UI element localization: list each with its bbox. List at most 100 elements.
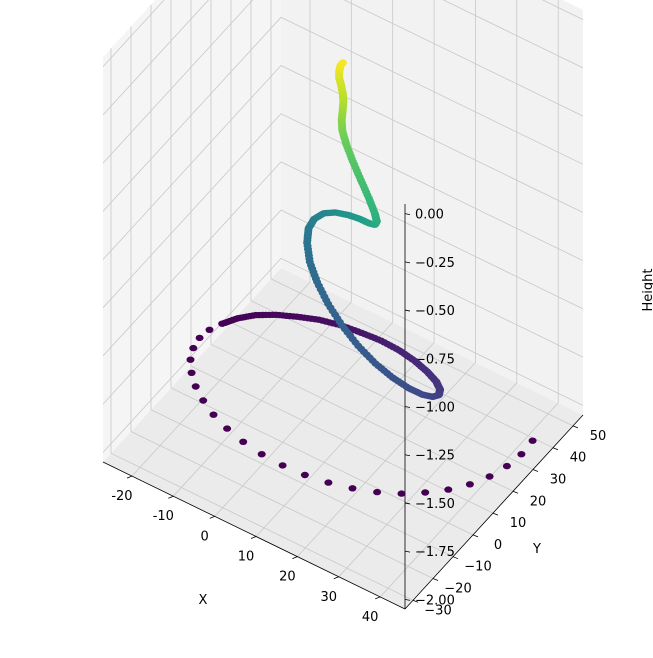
y-tick [552,447,559,451]
x-tick-label: 40 [362,610,379,625]
data-point [223,425,232,432]
y-tick [572,425,579,429]
x-tick [126,475,133,479]
data-point [186,356,195,363]
data-point [257,451,266,458]
data-points [186,59,537,497]
y-tick [512,490,519,494]
x-tick [375,596,381,600]
grid-line-x [379,0,559,598]
y-tick-label: 20 [530,494,547,509]
z-tick [404,598,411,601]
grid-line-z [102,0,584,116]
x-tick-label: -10 [153,509,174,524]
grid-line-y [190,0,494,514]
data-point [373,488,382,496]
grid-line-x [255,0,435,537]
z-tick [404,213,411,216]
x-tick [292,556,298,560]
y-tick-label: 10 [510,516,527,531]
grid-line-y [250,0,554,449]
axis-panes [103,0,583,609]
y-tick-label: −10 [464,560,491,575]
y-tick [412,599,419,603]
z-tick-label: −1.75 [415,545,455,560]
y-tick [492,512,499,516]
grid-line-z [102,0,584,67]
z-tick [404,406,411,408]
x-tick-label: 20 [279,570,296,585]
data-point [300,471,309,479]
z-tick-label: −1.25 [415,449,455,464]
grid-line-x [214,0,394,517]
z-tick [404,502,411,505]
grid-line-z [102,209,584,405]
grid-line-y [170,0,474,536]
data-point [528,437,537,444]
grid-line-z [102,161,584,357]
x-tick [168,495,174,499]
floor-pane [103,268,583,609]
grid-line-z [102,257,584,453]
data-point [421,489,430,496]
data-point [187,369,196,376]
z-tick-label: −1.00 [415,401,455,416]
x-tick [250,536,257,539]
x-tick [209,515,215,519]
grid-lines [102,0,584,601]
y-tick-label: 50 [590,429,607,444]
data-point [239,438,248,445]
data-point [397,490,406,497]
back-wall-pane [281,0,583,415]
data-point [205,326,214,333]
grid-line-x [173,0,352,497]
data-point [278,462,287,469]
grid-line-x [338,0,518,578]
data-point [444,486,453,493]
grid-line-x [131,0,311,477]
grid-line-y [110,48,414,601]
z-tick-label: −0.25 [415,256,455,271]
data-point [517,451,526,458]
x-tick-label: 30 [321,590,338,605]
y-tick [472,534,479,538]
x-tick-label: -20 [111,489,132,504]
x-tick [333,576,339,580]
data-point [189,344,198,352]
left-wall-pane [103,0,281,462]
data-point [348,485,357,492]
grid-line-y [270,0,574,427]
z-tick-label: −0.50 [415,304,455,319]
z-tick-label: −1.50 [415,497,455,512]
data-point [191,383,200,390]
grid-line-x [297,0,476,557]
z-axis-label: Height [641,269,653,312]
x-axis-line [102,461,406,610]
data-point [502,462,511,470]
z-tick [404,261,411,264]
data-point [195,334,204,342]
y-axis-label: Y [532,542,541,557]
grid-line-y [150,4,454,558]
y-tick [452,556,459,560]
y-tick-label: 30 [550,472,567,487]
x-tick-label: 0 [201,529,209,544]
z-tick [404,550,411,553]
tick-marks [126,213,579,603]
data-point [199,397,208,404]
z-tick-label: −2.00 [415,593,455,608]
data-point [465,481,474,488]
data-point [324,479,333,486]
grid-line-y [210,0,514,492]
y-axis-line [404,414,584,610]
y-tick-label: 40 [570,451,587,466]
data-point [485,473,494,480]
grid-line-z [102,113,584,308]
y-tick-label: 0 [494,538,502,553]
grid-line-z [102,65,584,260]
z-tick [404,309,411,312]
y-tick [532,469,539,472]
data-point [209,411,218,418]
y-tick-label: −30 [424,603,451,618]
